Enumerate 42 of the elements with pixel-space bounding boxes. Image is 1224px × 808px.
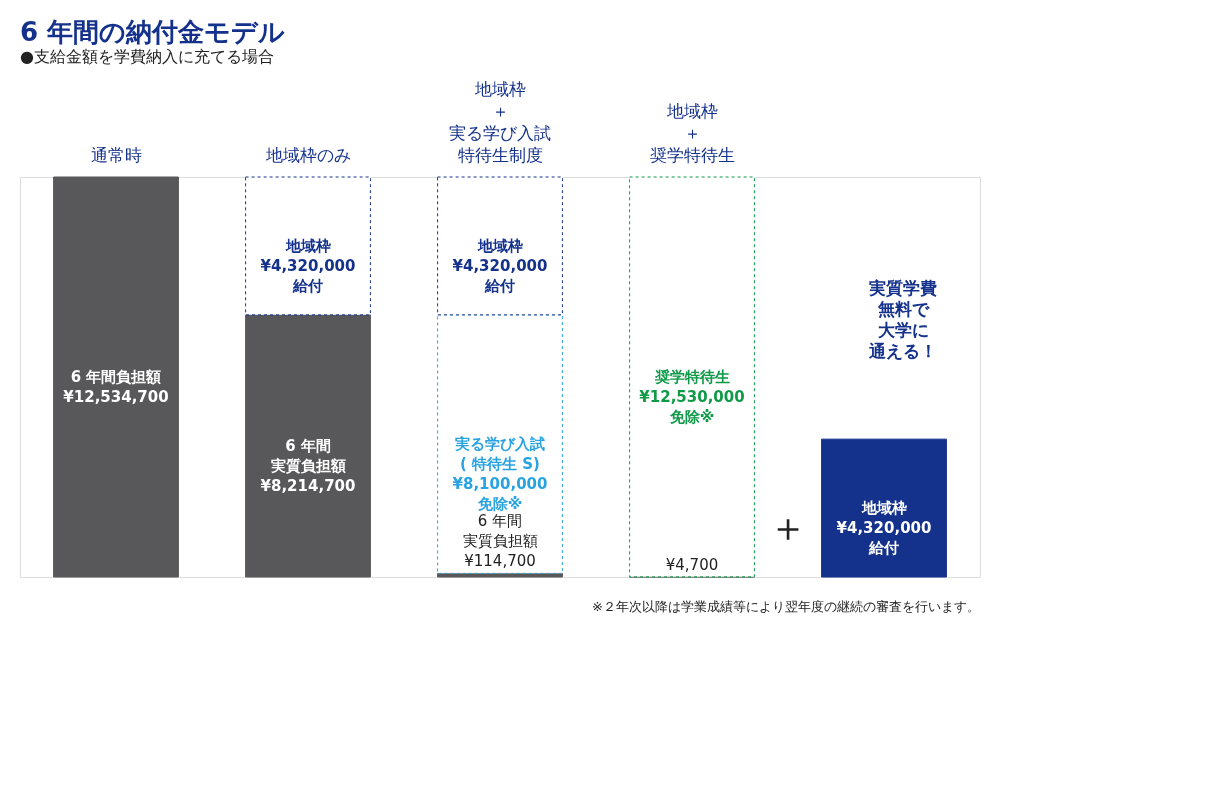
text: ¥8,214,700 <box>260 476 356 495</box>
text: ( 特待生 S) <box>460 455 540 474</box>
text: 奨学特待生 <box>654 367 730 386</box>
text: 給付 <box>869 539 899 558</box>
category-label: 特待生制度 <box>457 145 543 165</box>
text: ※２年次以降は学業成績等により翌年度の継続の審査を行います。 <box>592 599 980 614</box>
text: 6 年間 <box>285 436 331 455</box>
text: 実質負担額 <box>270 456 346 475</box>
text: 実質負担額 <box>462 532 538 551</box>
text: ¥114,700 <box>464 552 536 571</box>
text: ¥4,320,000 <box>836 519 932 538</box>
text: ¥8,100,000 <box>452 475 548 494</box>
category-label: ＋ <box>491 101 509 121</box>
category-label: 地域枠 <box>666 101 718 121</box>
text: ¥4,320,000 <box>452 256 548 275</box>
text: 地域枠 <box>477 236 523 255</box>
annotation: ＋ <box>768 504 808 550</box>
text: 6 年間 <box>477 512 523 531</box>
text: 免除※ <box>477 495 523 514</box>
chart-subtitle: ●支給金額を学費納入に充てる場合 <box>20 47 274 66</box>
x-tick-label: 地域枠のみ <box>264 145 351 165</box>
text: 6 年間負担額 <box>70 368 162 386</box>
category-label: 地域枠 <box>474 79 526 99</box>
text: ¥4,320,000 <box>260 256 356 275</box>
category-label: ＋ <box>683 123 701 143</box>
text: 無料で <box>877 299 929 319</box>
chart-title: 6 年間の納付金モデル <box>20 17 286 47</box>
text: ¥12,530,000 <box>639 387 745 406</box>
category-label: 奨学特待生 <box>649 145 735 165</box>
text: 給付 <box>485 276 515 295</box>
text: ¥12,534,700 <box>63 388 169 406</box>
category-label: 実る学び入試 <box>449 123 551 143</box>
text: 実質学費 <box>869 278 938 298</box>
x-tick-label: 通常時 <box>90 145 142 165</box>
text: 大学に <box>877 320 929 340</box>
data-label: ¥4,700 <box>665 555 719 574</box>
text: 給付 <box>293 276 323 295</box>
text: 地域枠 <box>285 236 331 255</box>
text: 免除※ <box>669 407 715 426</box>
text: 通える！ <box>869 341 938 361</box>
text: 実る学び入試 <box>455 435 545 454</box>
text: 地域枠 <box>861 499 907 518</box>
